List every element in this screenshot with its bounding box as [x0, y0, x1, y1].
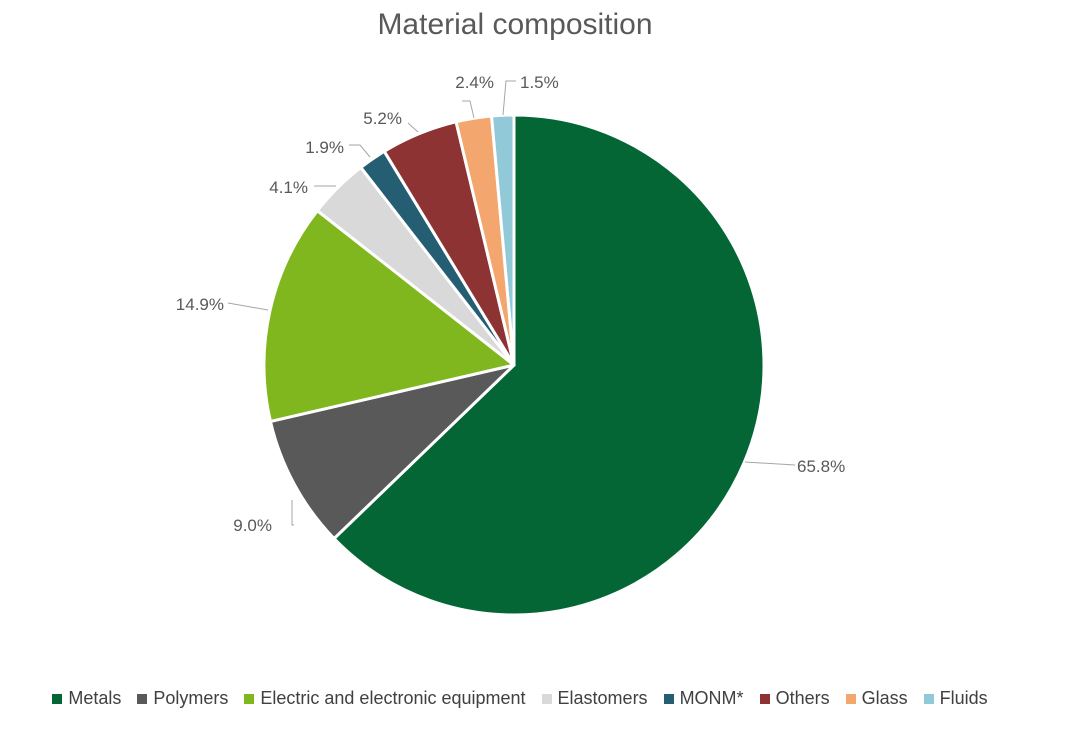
legend-item: Fluids [923, 688, 988, 709]
legend-swatch [923, 693, 934, 704]
chart-title: Material composition [377, 8, 653, 41]
leader-line [744, 461, 796, 466]
legend-label: Fluids [939, 688, 988, 708]
legend-swatch [244, 693, 255, 704]
data-label: 2.4% [455, 73, 494, 92]
pie-slice-fluids [490, 113, 516, 367]
pie-slices [262, 113, 766, 617]
leader-line [291, 500, 294, 526]
legend-swatch [663, 693, 674, 704]
pie-chart: 65.8% 9.0% 14.9% 4.1% 1.9% 5.2% 2.4% 1.5% [176, 73, 845, 617]
data-labels: 65.8% 9.0% 14.9% 4.1% 1.9% 5.2% 2.4% 1.5% [176, 73, 845, 535]
legend-label: Polymers [153, 688, 229, 708]
legend: Metals Polymers Electric and electronic eq… [0, 688, 1040, 709]
leader-line [349, 144, 371, 158]
legend-item: Others [759, 688, 830, 709]
legend-label: MONM* [679, 688, 744, 708]
data-label: 4.1% [269, 178, 308, 197]
legend-label: Electric and electronic equipment [260, 688, 526, 708]
data-label: 1.5% [520, 73, 559, 92]
data-label: 1.9% [305, 138, 344, 157]
pie-slice-metals [332, 113, 766, 617]
legend-label: Others [775, 688, 830, 708]
data-label: 9.0% [233, 516, 272, 535]
legend-item: Glass [845, 688, 908, 709]
legend-item: Elastomers [541, 688, 648, 709]
legend-label: Glass [861, 688, 908, 708]
data-label: 65.8% [797, 457, 845, 476]
leader-line [227, 302, 269, 311]
legend-item: Polymers [137, 688, 228, 709]
leader-line [462, 100, 475, 119]
data-label: 14.9% [176, 295, 224, 314]
legend-swatch [759, 693, 770, 704]
data-label: 5.2% [363, 109, 402, 128]
legend-item: Metals [52, 688, 121, 709]
legend-swatch [541, 693, 552, 704]
legend-label: Metals [68, 688, 122, 708]
legend-swatch [137, 693, 148, 704]
pie-slice-electric-and-electronic-equipment [262, 209, 516, 423]
legend-item: Electric and electronic equipment [244, 688, 526, 709]
legend-swatch [52, 693, 63, 704]
leader-line [502, 80, 516, 116]
legend-label: Elastomers [557, 688, 648, 708]
legend-item: MONM* [663, 688, 744, 709]
legend-swatch [845, 693, 856, 704]
leader-line [407, 122, 419, 133]
leader-lines [227, 80, 796, 526]
